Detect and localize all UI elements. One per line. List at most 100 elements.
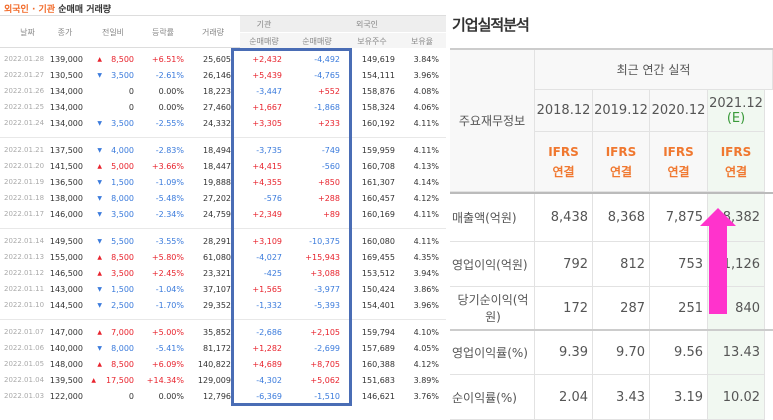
- title-highlight: 외국인 · 기관: [4, 5, 56, 15]
- cell-change: 3,500: [111, 71, 134, 80]
- cell-foreign-net: -5,393: [314, 301, 340, 310]
- cell-foreign-net: +89: [323, 210, 340, 219]
- group-label: 최근 연간 실적: [535, 50, 773, 90]
- cell-inst-net: -3,447: [256, 87, 282, 96]
- cell-change: 5,000: [111, 162, 134, 171]
- cell-close: 146,500: [49, 269, 83, 278]
- basis-consolidated: 연결: [552, 164, 575, 179]
- cell-change: 8,500: [111, 360, 134, 369]
- down-triangle-icon: ▼: [97, 286, 102, 293]
- cell-foreign-net: -1,868: [314, 103, 340, 112]
- header-institution: 기관: [256, 20, 272, 29]
- cell-inst-net: +1,667: [252, 103, 282, 112]
- cell-close: 141,500: [49, 162, 83, 171]
- basis-3: IFRS 연결: [708, 132, 765, 192]
- cell-close: 130,500: [49, 71, 83, 80]
- cell-close: 146,000: [49, 210, 83, 219]
- cell-foreign-shares: 154,401: [361, 301, 395, 310]
- cell-change: 7,000: [111, 328, 134, 337]
- cell-inst-net: +4,355: [252, 178, 282, 187]
- cell-date: 2022.01.26: [4, 87, 44, 95]
- cell-change: 8,500: [111, 55, 134, 64]
- cell-change: 1,500: [111, 178, 134, 187]
- cell-foreign-ratio: 3.96%: [413, 71, 439, 80]
- up-triangle-icon: ▲: [97, 163, 102, 170]
- highlight-box: [231, 48, 352, 406]
- header-inst-net: 순매매량: [249, 37, 279, 46]
- cell-inst-net: +3,305: [252, 119, 282, 128]
- cell-foreign-ratio: 3.86%: [413, 285, 439, 294]
- cell-rate: +2.45%: [151, 269, 184, 278]
- cell-volume: 61,080: [203, 253, 231, 262]
- cell-foreign-shares: 159,959: [361, 146, 395, 155]
- cell-foreign-ratio: 4.11%: [413, 237, 439, 246]
- cell-foreign-net: -4,765: [314, 71, 340, 80]
- cell-inst-net: -4,027: [256, 253, 282, 262]
- cell-inst-net: +4,689: [252, 360, 282, 369]
- cell-rate: 0.00%: [158, 87, 184, 96]
- cell-date: 2022.01.25: [4, 103, 44, 111]
- down-triangle-icon: ▼: [97, 345, 102, 352]
- cell-foreign-net: +15,943: [305, 253, 340, 262]
- table-row: 2022.01.27 130,500 ▼ 3,500 -2.61% 26,146 +5,43…: [0, 68, 446, 84]
- header-group-bg: [240, 16, 446, 32]
- foreign-institution-trading-panel: 외국인 · 기관 순매매 거래량 날짜 종가 전일비 등락률 거래량 기관 외국…: [0, 5, 446, 406]
- cell-close: 144,500: [49, 301, 83, 310]
- cell-foreign-shares: 161,307: [361, 178, 395, 187]
- table-row: 2022.01.12 146,500 ▲ 3,500 +2.45% 23,321 -425 +…: [0, 266, 446, 282]
- down-triangle-icon: ▼: [97, 211, 102, 218]
- cell-foreign-shares: 159,794: [361, 328, 395, 337]
- basis-ifrs: IFRS: [605, 144, 637, 159]
- cell-volume: 25,605: [203, 55, 231, 64]
- cell-close: 149,500: [49, 237, 83, 246]
- header-foreign-ratio: 보유율: [410, 37, 434, 46]
- table-row: 2022.01.14 149,500 ▼ 5,500 -3.55% 28,291 +3,10…: [0, 234, 446, 250]
- cell-foreign-net: +233: [318, 119, 340, 128]
- metric-value: 3.19: [650, 375, 708, 420]
- cell-volume: 27,460: [203, 103, 231, 112]
- cell-rate: -2.55%: [155, 119, 184, 128]
- cell-foreign-net: +850: [318, 178, 340, 187]
- header-foreign-net: 순매매량: [302, 37, 332, 46]
- cell-date: 2022.01.13: [4, 253, 44, 261]
- cell-inst-net: -425: [263, 269, 282, 278]
- period-2: 2020.12: [650, 90, 708, 132]
- cell-foreign-shares: 158,876: [361, 87, 395, 96]
- down-triangle-icon: ▼: [97, 302, 102, 309]
- basis-consolidated: 연결: [667, 164, 690, 179]
- cell-volume: 18,494: [203, 146, 231, 155]
- table-row: 2022.01.19 136,500 ▼ 1,500 -1.09% 19,888 +4,35…: [0, 175, 446, 191]
- cell-rate: -2.83%: [155, 146, 184, 155]
- metric-value: 792: [535, 242, 593, 287]
- table-row: 2022.01.11 143,000 ▼ 1,500 -1.04% 37,107 +1,56…: [0, 282, 446, 298]
- cell-volume: 12,796: [203, 392, 231, 401]
- cell-volume: 23,321: [203, 269, 231, 278]
- cell-volume: 26,146: [203, 71, 231, 80]
- cell-volume: 27,202: [203, 194, 231, 203]
- cell-change: 4,000: [111, 146, 134, 155]
- header-sub-bg: [240, 33, 446, 48]
- cell-foreign-shares: 157,689: [361, 344, 395, 353]
- cell-foreign-net: -560: [321, 162, 340, 171]
- cell-rate: -1.04%: [155, 285, 184, 294]
- cell-close: 148,000: [49, 360, 83, 369]
- cell-change: 2,500: [111, 301, 134, 310]
- cell-volume: 19,888: [203, 178, 231, 187]
- cell-foreign-ratio: 3.76%: [413, 392, 439, 401]
- section-divider: [450, 329, 773, 331]
- estimate-mark: (E): [726, 110, 746, 126]
- cell-date: 2022.01.04: [4, 376, 44, 384]
- cell-close: 136,500: [49, 178, 83, 187]
- cell-change: 0: [128, 87, 134, 96]
- cell-foreign-shares: 160,169: [361, 210, 395, 219]
- cell-date: 2022.01.03: [4, 392, 44, 400]
- cell-date: 2022.01.12: [4, 269, 44, 277]
- cell-foreign-ratio: 3.96%: [413, 301, 439, 310]
- cell-foreign-shares: 160,708: [361, 162, 395, 171]
- cell-inst-net: -1,332: [256, 301, 282, 310]
- cell-foreign-shares: 154,111: [361, 71, 395, 80]
- cell-volume: 28,291: [203, 237, 231, 246]
- cell-rate: +6.51%: [151, 55, 184, 64]
- cell-rate: -2.34%: [155, 210, 184, 219]
- cell-change: 3,500: [111, 269, 134, 278]
